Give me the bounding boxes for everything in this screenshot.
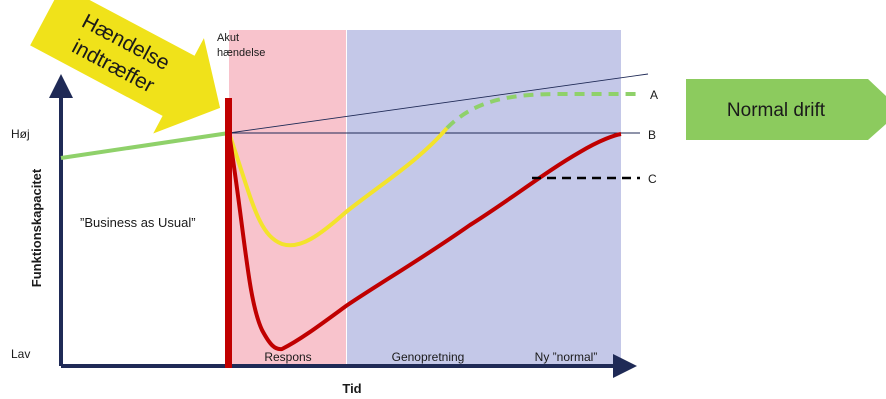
- event-arrow: [30, 0, 221, 134]
- acute-event-bar: [225, 98, 232, 368]
- acute-label-line2: hændelse: [217, 47, 265, 59]
- outcome-c-label: C: [648, 172, 657, 186]
- business-as-usual-label: ”Business as Usual”: [80, 215, 196, 230]
- normal-drift-label: Normal drift: [727, 100, 826, 121]
- new-normal-phase-label: Ny ”normal”: [535, 350, 598, 364]
- recovery-phase-band: [347, 30, 621, 366]
- x-axis-title: Tid: [342, 381, 361, 396]
- y-axis-title: Funktionskapacitet: [29, 168, 44, 287]
- recovery-phase-label: Genopretning: [392, 350, 465, 364]
- normal-drift-arrow: [686, 79, 886, 140]
- outcome-a-label: A: [650, 88, 658, 102]
- y-high-label: Høj: [11, 127, 30, 141]
- outcome-b-label: B: [648, 128, 656, 142]
- business-as-usual-line: [60, 131, 230, 160]
- response-phase-band: [229, 30, 346, 366]
- trend-reference-line: [228, 73, 649, 134]
- yellow-recovery-curve: [227, 126, 449, 248]
- y-low-label: Lav: [11, 347, 30, 361]
- response-phase-label: Respons: [264, 350, 311, 364]
- acute-label-line1: Akut: [217, 32, 239, 44]
- red-recovery-curve: [227, 132, 622, 352]
